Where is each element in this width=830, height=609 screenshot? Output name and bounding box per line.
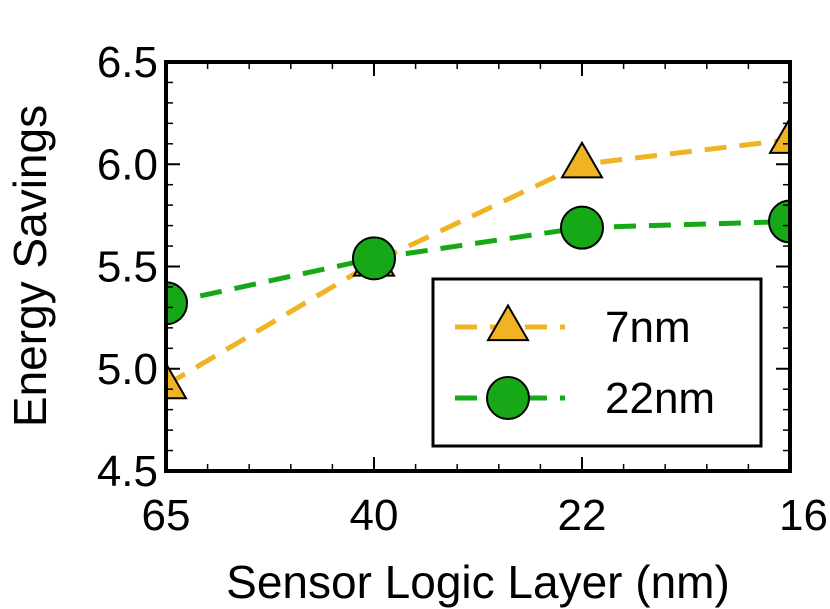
legend-box [431,277,763,448]
x-tick-label: 16 [779,491,828,540]
y-tick-label: 4.5 [97,447,158,496]
x-tick-label: 22 [558,491,607,540]
data-point-22nm-22 [560,205,604,250]
legend: 7nm 22nm [431,277,763,448]
y-tick-label: 5.0 [97,345,158,394]
data-point-22nm-40 [352,236,396,281]
y-tick-label: 6.5 [97,38,158,87]
data-point-22nm-65 [166,281,188,326]
series-layer [166,116,790,400]
legend-label-22nm: 22nm [605,374,715,423]
series-line-22nm [166,219,790,306]
legend-entries: 7nm 22nm [455,303,715,423]
x-tick-label: 40 [350,491,399,540]
legend-marker-7nm [486,303,530,342]
series-line-7nm [166,137,790,388]
data-point-7nm-22 [560,140,604,179]
x-tick-label: 65 [142,491,191,540]
legend-label-7nm: 7nm [605,303,691,352]
y-tick-label: 6.0 [97,140,158,189]
data-point-22nm-16 [768,199,790,244]
y-tick-label: 5.5 [97,243,158,292]
legend-marker-22nm [486,376,530,420]
x-axis-title: Sensor Logic Layer (nm) [226,556,730,608]
ticks-layer: 4.5 5.0 5.5 6.0 6.5 65 40 22 16 [97,38,828,540]
y-axis-title: Energy Savings [4,105,56,427]
